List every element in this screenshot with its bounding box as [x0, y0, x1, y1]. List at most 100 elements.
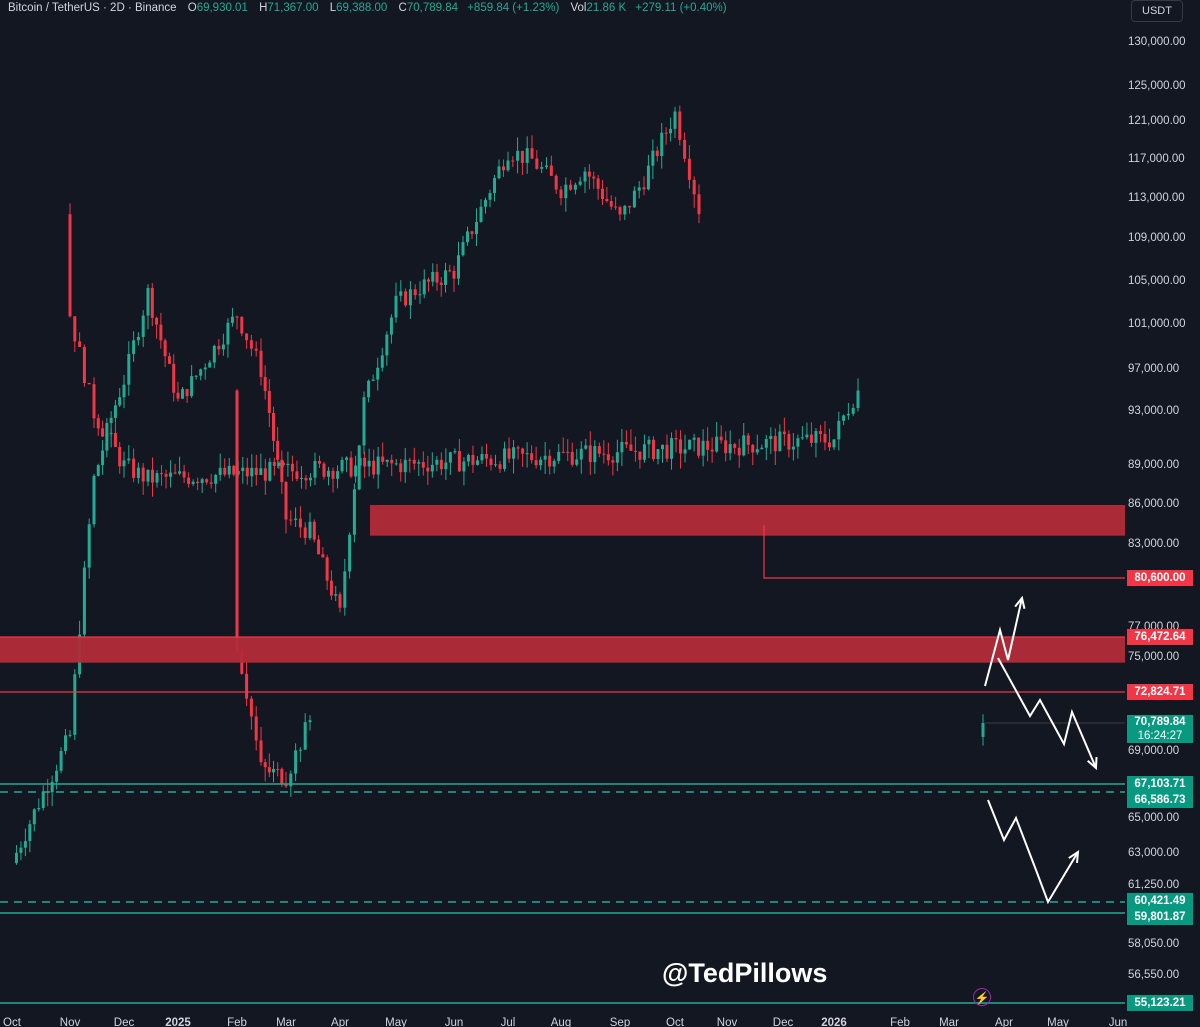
candle-body	[203, 367, 207, 370]
candle-body	[494, 464, 498, 466]
candle-body	[308, 477, 312, 481]
candle-body	[298, 518, 302, 528]
candle-body	[245, 673, 249, 699]
candle-body	[724, 440, 728, 454]
candle-body	[737, 447, 741, 456]
candle-body	[479, 206, 483, 223]
candle-body	[628, 205, 632, 208]
candle-body	[208, 362, 212, 368]
candle-body	[647, 439, 651, 445]
candle-body	[41, 791, 45, 808]
candle-body	[322, 463, 326, 477]
candle-body	[778, 431, 782, 452]
time-axis-label: Jul	[500, 1017, 516, 1027]
candle-body	[376, 456, 380, 475]
candle-body	[439, 459, 443, 470]
candle-body	[155, 317, 159, 325]
candle-body	[136, 467, 140, 478]
candle-body	[796, 438, 800, 447]
candle-body	[280, 769, 284, 785]
candle-body	[742, 435, 746, 456]
candle-body	[412, 459, 416, 464]
lightning-icon[interactable]: ⚡	[973, 988, 991, 1006]
candle-body	[651, 150, 655, 166]
candle-body	[448, 270, 452, 272]
candle-body	[196, 481, 200, 484]
candle-body	[289, 773, 293, 787]
candle-body	[823, 433, 827, 443]
candle-body	[516, 447, 520, 449]
price-tag-76472: 76,472.64	[1127, 629, 1193, 645]
candle-body	[385, 459, 389, 462]
candle-body	[593, 446, 597, 463]
candle-body	[113, 405, 117, 418]
candle-body	[818, 431, 822, 434]
candle-body	[146, 287, 150, 316]
candle-body	[549, 165, 553, 176]
candle-body	[697, 194, 701, 215]
candle-body	[136, 336, 140, 341]
candle-body	[304, 477, 308, 481]
currency-button[interactable]: USDT	[1131, 0, 1183, 22]
time-axis-label: Jun	[444, 1017, 464, 1027]
price-axis-label: 63,000.00	[1128, 847, 1180, 859]
candle-body	[564, 184, 568, 199]
candle-body	[602, 453, 606, 455]
candle-body	[507, 448, 511, 459]
candle-body	[498, 464, 502, 469]
candle-body	[530, 453, 534, 461]
price-tag-72824: 72,824.71	[1127, 684, 1193, 700]
candle-body	[421, 462, 425, 468]
candle-body	[141, 467, 145, 482]
candle-body	[259, 740, 263, 763]
candle-body	[452, 271, 456, 279]
candle-body	[692, 437, 696, 440]
candle-body	[82, 567, 86, 635]
candle-body	[249, 340, 253, 349]
candle-body	[14, 852, 18, 864]
candle-body	[249, 698, 253, 717]
symbol-title[interactable]: Bitcoin / TetherUS · 2D · Binance	[8, 2, 177, 14]
price-axis-label: 97,000.00	[1128, 363, 1180, 375]
candle-body	[769, 435, 773, 440]
candle-body	[554, 175, 558, 190]
candle-body	[146, 469, 150, 482]
candle-body	[638, 451, 642, 460]
candle-body	[457, 451, 461, 472]
candle-body	[348, 534, 352, 572]
candle-body	[642, 187, 646, 190]
candle-body	[200, 479, 204, 484]
candle-body	[155, 473, 159, 483]
price-chart-canvas[interactable]	[0, 0, 1125, 1010]
candle-body	[461, 242, 465, 256]
candle-body	[167, 356, 171, 364]
candle-body	[187, 477, 191, 484]
price-axis-label: 105,000.00	[1128, 275, 1186, 287]
candle-body	[362, 397, 366, 446]
candle-body	[303, 722, 307, 750]
candle-body	[678, 111, 682, 140]
candle-body	[422, 279, 426, 295]
candle-body	[109, 417, 113, 424]
projection-arrow-up	[984, 597, 1023, 687]
candle-body	[503, 448, 507, 469]
candle-body	[303, 527, 307, 539]
candle-body	[444, 462, 448, 470]
candle-body	[267, 767, 271, 773]
candle-body	[710, 449, 714, 452]
candle-body	[475, 222, 478, 235]
candle-body	[191, 481, 195, 484]
price-tag-66586: 66,586.73	[1127, 792, 1193, 808]
candle-body	[55, 770, 59, 782]
candle-body	[480, 453, 484, 461]
candle-body	[127, 353, 131, 385]
candle-body	[606, 454, 610, 461]
candle-body	[214, 474, 218, 484]
candle-body	[150, 287, 154, 318]
candle-body	[543, 455, 547, 460]
candle-body	[357, 445, 361, 490]
candle-body	[497, 166, 501, 179]
candle-body	[182, 471, 186, 478]
candle-body	[444, 270, 447, 285]
